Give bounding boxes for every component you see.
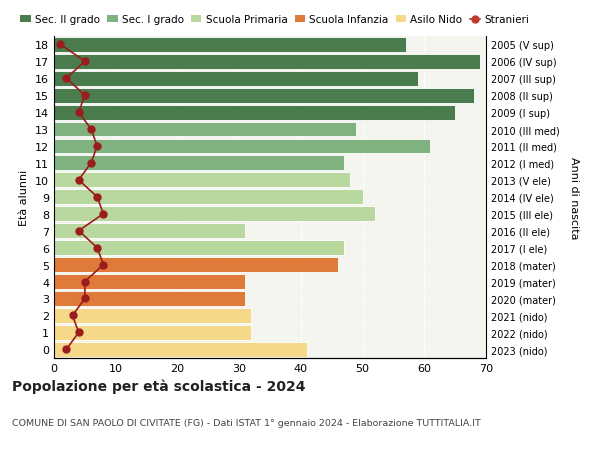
Bar — [54, 190, 362, 205]
Bar — [54, 72, 418, 86]
Bar — [54, 308, 251, 323]
Bar — [54, 291, 245, 306]
Bar — [54, 89, 473, 103]
Bar — [54, 156, 344, 171]
Bar — [54, 325, 251, 340]
Bar — [54, 257, 338, 273]
Text: COMUNE DI SAN PAOLO DI CIVITATE (FG) - Dati ISTAT 1° gennaio 2024 - Elaborazione: COMUNE DI SAN PAOLO DI CIVITATE (FG) - D… — [12, 418, 481, 427]
Bar — [54, 274, 245, 289]
Text: Popolazione per età scolastica - 2024: Popolazione per età scolastica - 2024 — [12, 379, 305, 393]
Bar — [54, 173, 350, 188]
Y-axis label: Anni di nascita: Anni di nascita — [569, 156, 579, 239]
Bar — [54, 342, 307, 357]
Legend: Sec. II grado, Sec. I grado, Scuola Primaria, Scuola Infanzia, Asilo Nido, Stran: Sec. II grado, Sec. I grado, Scuola Prim… — [20, 15, 529, 25]
Bar — [54, 106, 455, 120]
Bar — [54, 224, 245, 239]
Y-axis label: Età alunni: Età alunni — [19, 169, 29, 225]
Bar — [54, 139, 430, 154]
Bar — [54, 55, 480, 69]
Bar — [54, 122, 356, 137]
Bar — [54, 241, 344, 256]
Bar — [54, 38, 406, 53]
Bar — [54, 207, 375, 222]
